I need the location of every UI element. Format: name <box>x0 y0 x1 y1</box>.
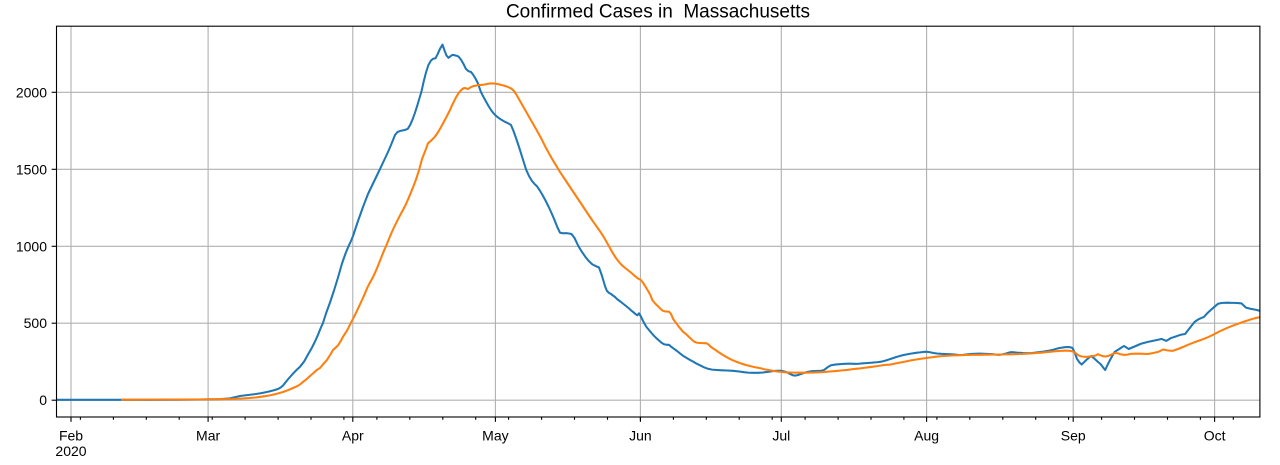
svg-text:Apr: Apr <box>342 428 364 444</box>
svg-text:Confirmed Cases in Massachuse: Confirmed Cases in Massachusetts <box>506 1 810 22</box>
svg-text:2020: 2020 <box>55 443 86 459</box>
svg-text:500: 500 <box>24 315 48 331</box>
svg-text:Mar: Mar <box>196 428 220 444</box>
svg-text:1500: 1500 <box>16 161 47 177</box>
svg-text:Oct: Oct <box>1204 428 1226 444</box>
svg-text:0: 0 <box>39 392 47 408</box>
svg-text:Aug: Aug <box>914 428 939 444</box>
svg-text:1000: 1000 <box>16 238 47 254</box>
svg-text:Feb: Feb <box>59 428 83 444</box>
svg-text:Jul: Jul <box>772 428 790 444</box>
svg-text:Sep: Sep <box>1061 428 1086 444</box>
svg-text:2000: 2000 <box>16 84 47 100</box>
svg-text:May: May <box>482 428 508 444</box>
svg-text:Jun: Jun <box>629 428 652 444</box>
